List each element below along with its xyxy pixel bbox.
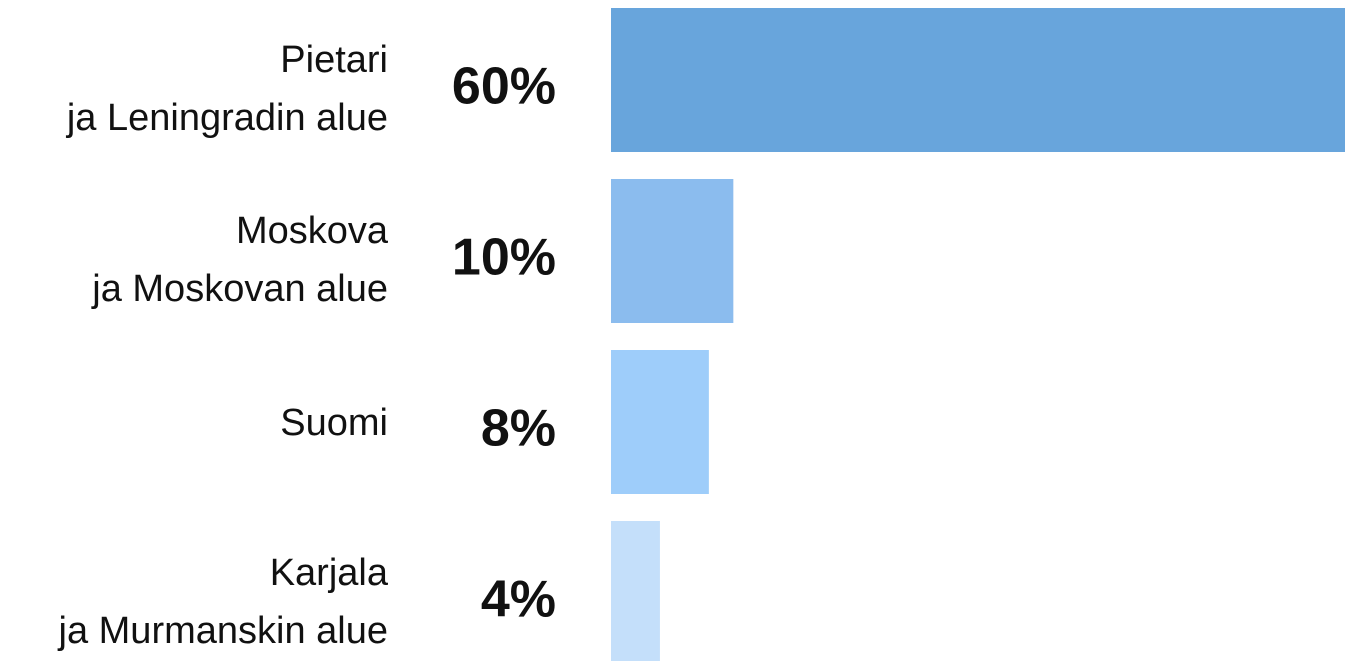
category-label: Pietari <box>280 39 388 81</box>
bar <box>611 8 1345 152</box>
category-label: ja Murmanskin alue <box>58 610 388 652</box>
category-label: ja Leningradin alue <box>66 97 388 139</box>
category-label: Moskova <box>236 210 389 252</box>
category-label: Suomi <box>280 402 388 444</box>
category-label: Karjala <box>270 552 389 594</box>
bar <box>611 350 709 494</box>
value-label: 8% <box>481 400 556 458</box>
bar <box>611 179 734 323</box>
value-label: 10% <box>452 229 556 287</box>
bar <box>611 521 660 661</box>
value-label: 4% <box>481 571 556 629</box>
category-label: ja Moskovan alue <box>91 268 388 310</box>
value-label: 60% <box>452 58 556 116</box>
